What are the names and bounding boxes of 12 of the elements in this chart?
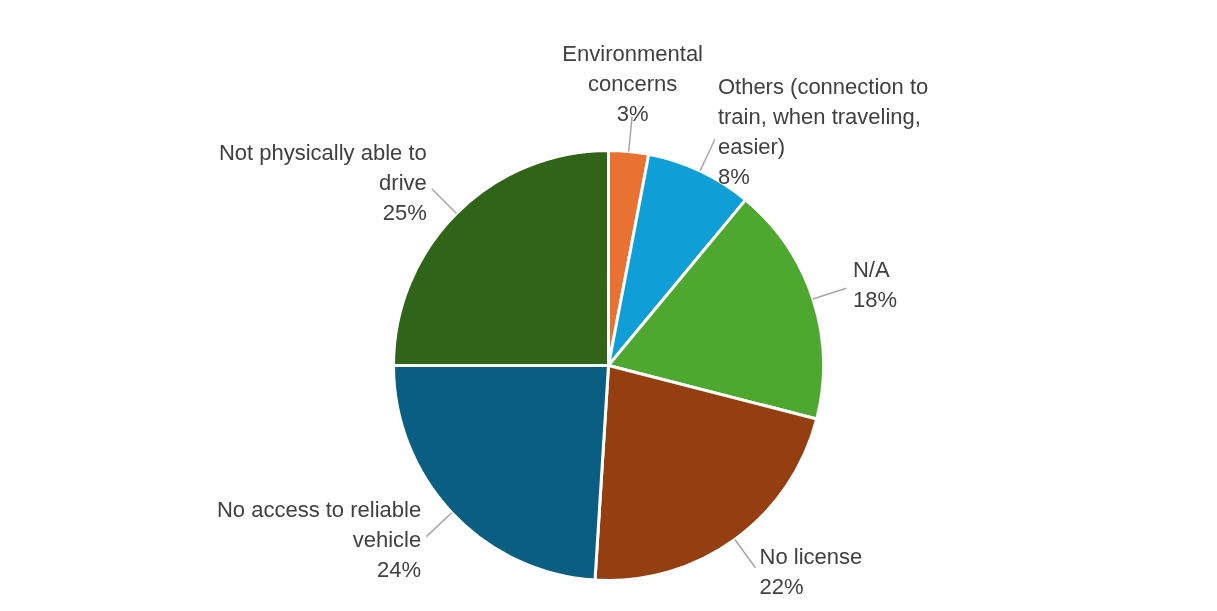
slice-label: Others (connection to train, when traveling, easier) [717, 74, 929, 160]
slice-label: No access to reliable vehicle [216, 497, 422, 553]
data-label: 18% [852, 287, 897, 313]
slice-label: No license [759, 544, 863, 570]
slice-label: Environmental concerns [562, 40, 704, 96]
slice-label: Not physically able to drive [218, 139, 427, 195]
data-label: 24% [377, 557, 422, 583]
data-label: 8% [717, 164, 750, 190]
slice-label: N/A [852, 257, 890, 283]
data-label: 3% [616, 100, 649, 126]
data-label: 25% [382, 199, 427, 225]
data-label: 22% [759, 574, 804, 600]
